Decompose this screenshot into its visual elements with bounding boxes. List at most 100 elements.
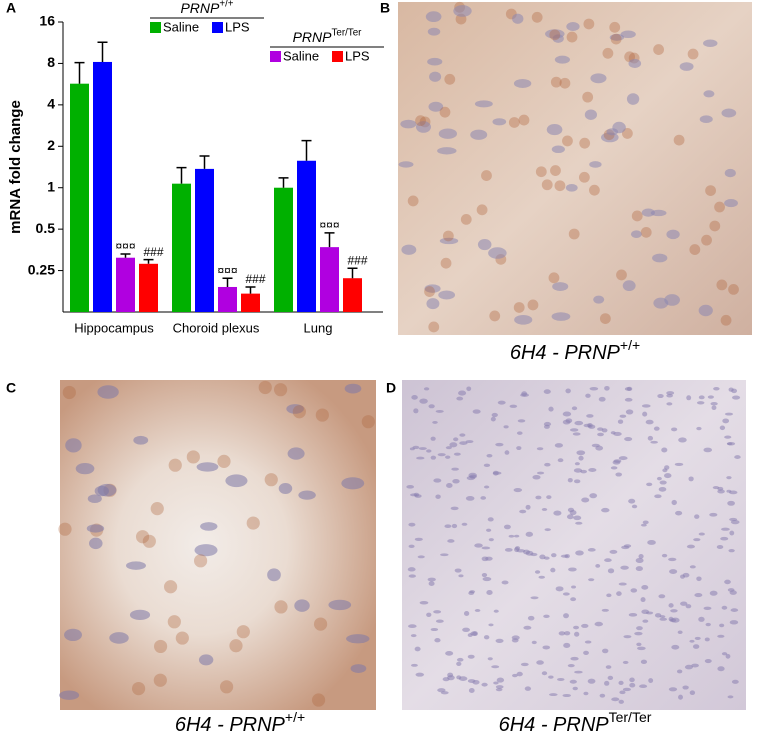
nucleus [286, 404, 304, 414]
nucleus [698, 532, 705, 536]
bar [195, 168, 214, 312]
stain [527, 299, 539, 311]
nucleus [483, 463, 491, 468]
nucleus [287, 447, 305, 460]
panel-label: D [386, 380, 396, 396]
bar [320, 247, 339, 312]
nucleus [704, 659, 712, 664]
nucleus [698, 616, 705, 622]
nucleus [641, 609, 650, 614]
nucleus [587, 678, 596, 684]
nucleus [89, 537, 103, 550]
nucleus [452, 479, 460, 484]
stain [476, 204, 488, 216]
nucleus [688, 476, 694, 482]
stain [428, 321, 440, 333]
stain [258, 380, 272, 395]
nucleus [294, 599, 310, 612]
nucleus [465, 495, 475, 501]
nucleus [439, 237, 459, 245]
nucleus [458, 574, 464, 578]
nucleus [607, 568, 615, 574]
nucleus [267, 568, 281, 582]
nucleus [575, 550, 584, 556]
nucleus [585, 393, 591, 398]
nucleus [572, 686, 578, 691]
nucleus [508, 534, 515, 538]
nucleus [486, 589, 493, 596]
nucleus [666, 391, 675, 395]
nucleus [709, 590, 718, 596]
nucleus [459, 441, 468, 445]
nucleus [398, 161, 414, 168]
nucleus [657, 393, 664, 399]
nucleus [495, 638, 504, 643]
legend-label: LPS [225, 19, 250, 34]
stain [142, 534, 156, 548]
nucleus [525, 531, 534, 537]
nucleus [196, 462, 219, 472]
error-bar [347, 267, 358, 279]
nucleus [497, 400, 506, 405]
nucleus [562, 419, 571, 425]
nucleus [109, 632, 129, 644]
nucleus [432, 420, 438, 424]
nucleus [467, 679, 476, 683]
nucleus [721, 527, 730, 531]
nucleus [671, 427, 678, 432]
nucleus [442, 677, 450, 682]
nucleus [433, 478, 442, 483]
nucleus [430, 455, 437, 460]
nucleus [465, 440, 474, 444]
stain [217, 454, 231, 468]
stain [311, 693, 326, 707]
stain [554, 180, 566, 192]
y-tick-label: 8 [47, 54, 55, 70]
nucleus [628, 58, 642, 69]
stain [415, 115, 426, 127]
significance: ¤¤¤ [115, 239, 135, 253]
nucleus [503, 425, 509, 429]
nucleus [678, 694, 683, 700]
nucleus [605, 665, 612, 669]
nucleus [699, 115, 713, 124]
nucleus [525, 550, 534, 556]
nucleus [686, 395, 692, 401]
nucleus [703, 606, 712, 610]
stain [219, 680, 234, 694]
nucleus [622, 687, 631, 692]
nucleus [720, 536, 729, 541]
nucleus [574, 479, 581, 484]
nucleus [544, 528, 551, 532]
nucleus [675, 510, 683, 516]
nucleus [428, 404, 435, 409]
nucleus [597, 427, 604, 431]
nucleus [487, 517, 494, 522]
nucleus [604, 385, 610, 391]
nucleus [691, 663, 699, 668]
nucleus [468, 591, 475, 596]
nucleus [641, 208, 655, 217]
nucleus [574, 462, 580, 466]
nucleus [728, 549, 735, 553]
nucleus [731, 679, 739, 684]
text: 6H4 - PRNP [510, 342, 621, 364]
nucleus [493, 609, 499, 613]
nucleus [435, 494, 441, 499]
stain [531, 11, 543, 23]
nucleus [483, 485, 490, 489]
nucleus [407, 567, 416, 572]
nucleus [551, 145, 565, 154]
nucleus [606, 593, 612, 598]
x-tick-label: Choroid plexus [173, 320, 260, 335]
nucleus [558, 631, 566, 636]
nucleus [641, 404, 651, 408]
caption: 6H4 - PRNP+/+ [510, 337, 640, 365]
nucleus [594, 621, 603, 627]
nucleus [588, 468, 597, 472]
y-axis-label: mRNA fold change [7, 100, 24, 234]
error-bar [143, 258, 154, 264]
nucleus [511, 635, 520, 640]
nucleus [437, 688, 446, 693]
nucleus [724, 412, 734, 416]
